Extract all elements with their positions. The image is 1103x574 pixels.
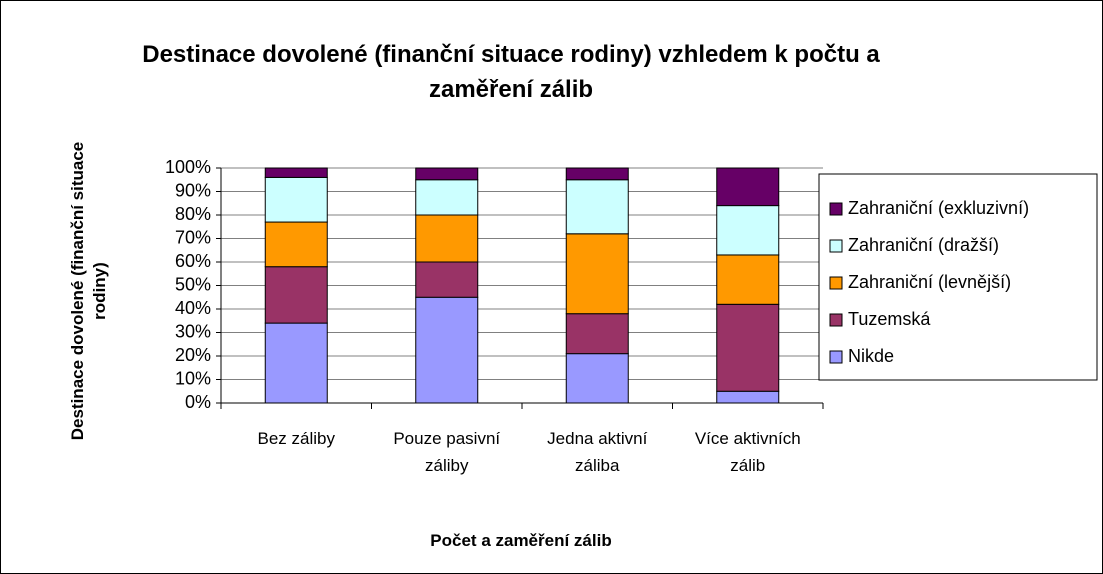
bar-segment: [415, 261, 479, 298]
chart-title: Destinace dovolené (finanční situace rod…: [142, 41, 880, 103]
x-axis-title: Počet a zaměření zálib: [430, 531, 612, 550]
y-tick-label: 30%: [175, 321, 211, 341]
bar-segment: [716, 390, 780, 404]
x-tick-label: Jedna aktivní záliba: [547, 429, 648, 475]
y-tick-label: 0%: [185, 392, 211, 412]
bar-segment: [415, 167, 479, 181]
y-axis-title: Destinace dovolené (finanční situace rod…: [68, 141, 109, 441]
bar-segment: [415, 214, 479, 263]
x-tick-label: Více aktivních zálib: [694, 429, 801, 475]
legend-box: [818, 173, 1098, 381]
bar-segment: [415, 296, 479, 404]
x-tick-label: Bez záliby: [257, 429, 335, 448]
y-tick-label: 20%: [175, 345, 211, 365]
bar-segment: [565, 179, 629, 235]
legend-label: Tuzemská: [848, 309, 931, 329]
y-tick-label: 80%: [175, 204, 211, 224]
bar-segment: [264, 221, 328, 268]
bar-segment: [716, 303, 780, 392]
legend-swatch: [829, 350, 843, 364]
legend-label: Zahraniční (dražší): [848, 235, 999, 255]
legend-label: Zahraniční (exkluzivní): [848, 198, 1029, 218]
legend-swatch: [829, 313, 843, 327]
bar-segment: [716, 205, 780, 256]
bar-segment: [415, 179, 479, 216]
legend-label: Nikde: [848, 346, 894, 366]
bar-segment: [565, 167, 629, 181]
legend-swatch: [829, 239, 843, 253]
y-tick-label: 100%: [165, 157, 211, 177]
bar-segment: [264, 322, 328, 404]
y-tick-label: 40%: [175, 298, 211, 318]
bar-segment: [565, 233, 629, 315]
y-tick-label: 60%: [175, 251, 211, 271]
bar-segment: [264, 167, 328, 178]
bar-segment: [565, 313, 629, 355]
y-tick-label: 10%: [175, 368, 211, 388]
bar-segment: [716, 167, 780, 207]
legend-label: Zahraniční (levnější): [848, 272, 1011, 292]
y-tick-label: 50%: [175, 274, 211, 294]
bar-segment: [565, 353, 629, 404]
bar-segment: [716, 254, 780, 305]
legend-swatch: [829, 202, 843, 216]
bar-segment: [264, 266, 328, 324]
x-tick-label: Pouze pasivní záliby: [393, 429, 501, 475]
y-tick-label: 90%: [175, 180, 211, 200]
bar-segment: [264, 176, 328, 223]
y-tick-label: 70%: [175, 227, 211, 247]
legend-swatch: [829, 276, 843, 290]
